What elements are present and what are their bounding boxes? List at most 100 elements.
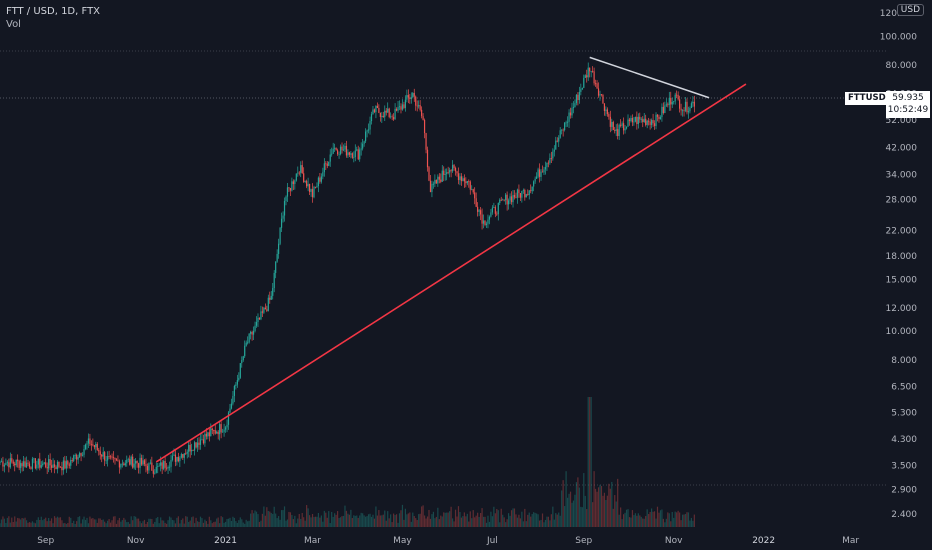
volume-bar <box>291 515 293 527</box>
candle <box>105 455 107 465</box>
candle <box>236 374 238 388</box>
candle-body <box>475 198 477 207</box>
volume-bar <box>524 508 526 527</box>
volume-bar <box>269 511 271 527</box>
candle-body <box>446 172 448 175</box>
volume-bar <box>552 506 554 527</box>
volume-bar <box>335 514 337 527</box>
candle <box>266 305 268 313</box>
volume-bar <box>625 509 628 527</box>
candle <box>568 109 570 129</box>
candle <box>188 441 190 458</box>
candle-body <box>71 460 73 461</box>
volume-bar <box>258 521 261 527</box>
candle-body <box>220 424 222 433</box>
volume-bar <box>522 521 524 527</box>
candle-body <box>620 124 622 126</box>
candle <box>261 306 264 318</box>
volume-bar <box>59 517 62 527</box>
candle <box>631 114 634 127</box>
volume-bar <box>488 521 491 527</box>
candle <box>415 95 417 111</box>
volume-bar <box>74 523 76 527</box>
candle <box>2 456 4 472</box>
candle <box>488 215 491 225</box>
candle-body <box>272 287 274 296</box>
candle-body <box>198 442 200 445</box>
candle-body <box>482 220 485 224</box>
trendline-layer[interactable] <box>155 56 747 463</box>
volume-bar <box>250 513 252 527</box>
volume-bar <box>418 514 420 527</box>
candle-body <box>148 463 150 471</box>
candle-body <box>49 459 51 466</box>
candle <box>112 451 115 463</box>
candle <box>275 261 277 279</box>
candle-body <box>537 169 539 177</box>
volume-bar <box>244 523 246 527</box>
volume-bar <box>506 519 508 527</box>
symbol-title[interactable]: FTT / USD, 1D, FTX <box>6 6 101 17</box>
volume-bar <box>55 517 57 527</box>
volume-bar <box>111 520 113 527</box>
candle-body <box>530 190 532 192</box>
volume-bar <box>556 514 558 527</box>
volume-bar <box>509 515 511 527</box>
volume-bar <box>314 516 317 527</box>
candle-body <box>462 178 464 181</box>
candle-body <box>625 126 628 129</box>
candle <box>216 430 218 434</box>
candle <box>92 438 94 447</box>
candle <box>617 123 619 140</box>
candle <box>643 112 645 123</box>
candle-body <box>252 330 255 335</box>
candle-body <box>126 459 128 464</box>
currency-selector[interactable]: USD <box>896 4 924 16</box>
candle-body <box>74 455 76 456</box>
candle-body <box>538 169 541 177</box>
volume-bar <box>618 514 620 527</box>
candle <box>192 449 194 451</box>
candle-body <box>553 149 555 152</box>
volume-bar <box>407 513 409 527</box>
candle <box>250 330 252 340</box>
candle-body <box>590 71 592 72</box>
volume-bar <box>404 508 407 527</box>
candle <box>269 291 271 304</box>
candle-body <box>306 180 308 187</box>
candle <box>608 112 610 120</box>
candle-body <box>348 152 350 155</box>
volume-bar <box>594 488 597 527</box>
candle-body <box>5 462 7 466</box>
candle <box>142 454 144 467</box>
volume-bar <box>339 517 342 527</box>
candle <box>621 121 623 128</box>
volume-bar <box>454 509 457 527</box>
volume-indicator-label[interactable]: Vol <box>6 19 21 30</box>
candle <box>559 127 561 139</box>
candle-body <box>664 105 666 114</box>
volume-bar <box>93 519 95 527</box>
candle <box>681 109 684 117</box>
y-tick-label: 10.000 <box>886 327 918 337</box>
candle <box>74 453 76 460</box>
candle <box>93 444 95 450</box>
candle-body <box>276 253 278 262</box>
candle <box>313 185 315 199</box>
volume-bar <box>263 506 265 527</box>
volume-bar <box>87 523 90 527</box>
candle-body <box>80 453 82 456</box>
candle <box>227 411 230 430</box>
volume-bar <box>292 519 294 527</box>
candle-body <box>288 187 290 189</box>
volume-bar <box>593 471 595 527</box>
candle-body <box>186 451 188 454</box>
candle <box>168 461 171 471</box>
candle <box>673 100 675 105</box>
volume-bar <box>170 517 172 527</box>
volume-bar <box>174 523 177 527</box>
candle-body <box>665 104 667 106</box>
volume-bar <box>322 521 324 527</box>
